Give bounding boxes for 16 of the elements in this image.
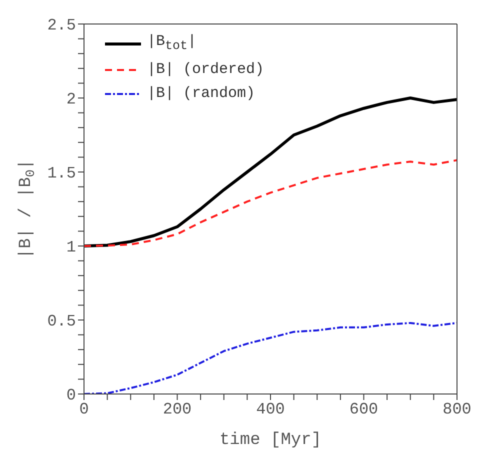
y-tick-label: 0 <box>66 386 76 405</box>
y-tick-label: 0.5 <box>47 312 76 331</box>
legend-label: |B| (random) <box>147 84 256 104</box>
x-tick-label: 400 <box>256 400 285 418</box>
legend-label: |B$_{tot}$| <box>147 32 197 55</box>
x-tick-label: 800 <box>442 400 472 418</box>
y-tick-label: 2 <box>66 90 76 109</box>
x-tick-label: 200 <box>162 400 192 418</box>
x-tick-label: 0 <box>79 400 89 418</box>
y-tick-label: 2.5 <box>47 16 76 35</box>
x-axis-title: time [Myr] <box>219 431 322 450</box>
y-tick-label: 1.5 <box>47 164 76 183</box>
x-tick-label: 600 <box>349 400 378 418</box>
line-series <box>84 159 457 247</box>
y-tick-label: 1 <box>66 238 76 257</box>
legend-label: |B| (ordered) <box>147 60 264 80</box>
